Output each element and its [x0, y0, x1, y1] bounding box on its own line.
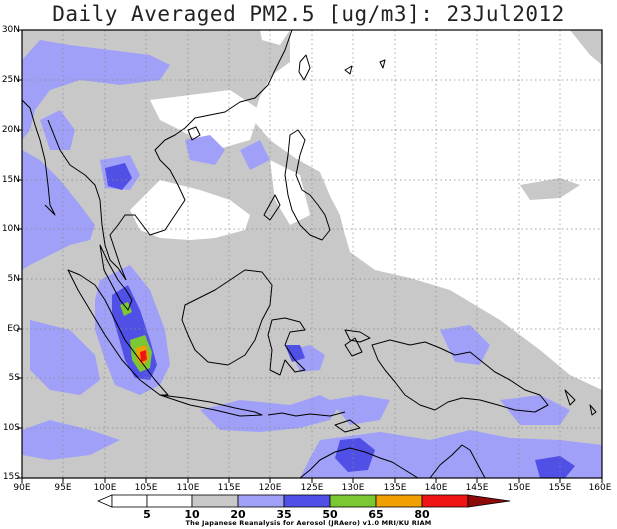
cbar-label: 20 — [230, 508, 246, 521]
lat-label: 10S — [2, 423, 20, 433]
lat-label: 25N — [1, 75, 20, 85]
lat-label: 20N — [1, 125, 20, 135]
cbar-label: 35 — [276, 508, 292, 521]
cbar-label: 5 — [143, 508, 151, 521]
lat-label: 15S — [2, 472, 20, 482]
credit-line: The Japanese Reanalysis for Aerosol (JRA… — [185, 519, 432, 527]
lon-label: 150E — [507, 483, 531, 493]
lon-label: 115E — [217, 483, 241, 493]
lon-label: 130E — [341, 483, 365, 493]
cbar-label: 80 — [414, 508, 430, 521]
lat-label: 30N — [1, 25, 20, 35]
coastlines — [22, 30, 597, 478]
cbar-label: 50 — [322, 508, 338, 521]
pm-lt10-region — [130, 30, 602, 340]
cbar-label: 10 — [184, 508, 200, 521]
lat-label: 10N — [1, 224, 20, 234]
lon-label: 140E — [424, 483, 448, 493]
pm-gt80-region — [140, 350, 147, 362]
lon-label: 110E — [176, 483, 200, 493]
lon-label: 125E — [300, 483, 324, 493]
lon-label: 90E — [13, 483, 31, 493]
lat-label: 15N — [1, 175, 20, 185]
lon-label: 120E — [258, 483, 282, 493]
lon-label: 95E — [54, 483, 72, 493]
lat-label: 5N — [7, 274, 20, 284]
color-bar — [96, 494, 511, 508]
lon-label: 100E — [93, 483, 117, 493]
lat-label: EQ — [7, 324, 20, 334]
lon-label: 105E — [134, 483, 158, 493]
tick-marks — [17, 29, 603, 483]
lon-label: 145E — [465, 483, 489, 493]
lon-label: 160E — [588, 483, 612, 493]
cbar-label: 65 — [368, 508, 384, 521]
lon-label: 155E — [548, 483, 572, 493]
lat-label: 5S — [8, 373, 20, 383]
map-title: Daily Averaged PM2.5 [ug/m3]: 23Jul2012 — [52, 2, 565, 26]
lon-label: 135E — [383, 483, 407, 493]
